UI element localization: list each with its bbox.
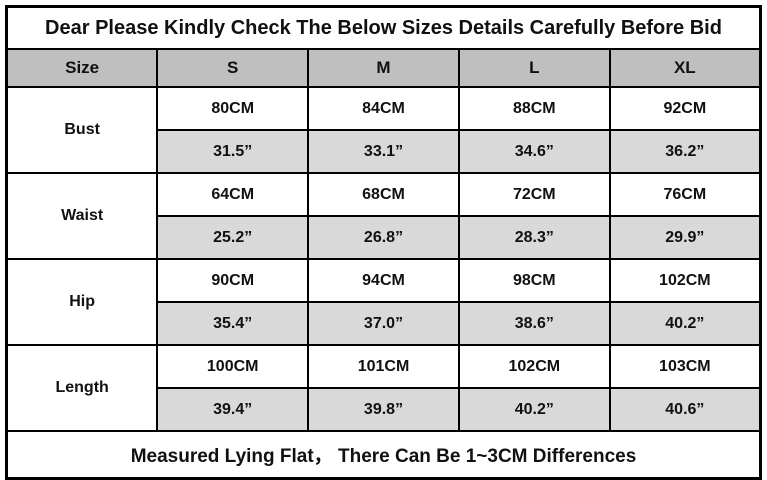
col-header-s: S <box>156 48 310 88</box>
waist-inch-row: 25.2” 26.8” 28.3” 29.9” <box>7 215 762 260</box>
length-inch-l: 40.2” <box>457 387 611 432</box>
length-cm-l: 102CM <box>457 344 611 389</box>
waist-cm-l: 72CM <box>457 172 611 217</box>
bust-cm-xl: 92CM <box>608 86 762 131</box>
measurement-label-waist: Waist <box>5 172 159 260</box>
waist-inch-xl: 29.9” <box>608 215 762 260</box>
length-cm-xl: 103CM <box>608 344 762 389</box>
measurement-label-bust: Bust <box>5 86 159 174</box>
col-header-l: L <box>457 48 611 88</box>
bust-inch-row: 31.5” 33.1” 34.6” 36.2” <box>7 129 762 174</box>
header-row: Size S M L XL <box>5 48 762 88</box>
col-header-xl: XL <box>608 48 762 88</box>
hip-inch-m: 37.0” <box>307 301 460 346</box>
title-row: Dear Please Kindly Check The Below Sizes… <box>5 5 762 50</box>
hip-inch-l: 38.6” <box>457 301 611 346</box>
bust-cm-l: 88CM <box>457 86 611 131</box>
waist-cm-xl: 76CM <box>608 172 762 217</box>
length-inch-row: 39.4” 39.8” 40.2” 40.6” <box>7 387 762 432</box>
col-header-m: M <box>307 48 460 88</box>
bust-inch-s: 31.5” <box>156 129 310 174</box>
size-chart-table: Dear Please Kindly Check The Below Sizes… <box>5 5 762 480</box>
hip-inch-xl: 40.2” <box>608 301 762 346</box>
bust-inch-m: 33.1” <box>307 129 460 174</box>
hip-cm-l: 98CM <box>457 258 611 303</box>
waist-inch-l: 28.3” <box>457 215 611 260</box>
length-inch-s: 39.4” <box>156 387 310 432</box>
waist-cm-m: 68CM <box>307 172 460 217</box>
hip-cm-xl: 102CM <box>608 258 762 303</box>
waist-inch-s: 25.2” <box>156 215 310 260</box>
hip-inch-row: 35.4” 37.0” 38.6” 40.2” <box>7 301 762 346</box>
length-inch-m: 39.8” <box>307 387 460 432</box>
hip-cm-s: 90CM <box>156 258 310 303</box>
footer-note: Measured Lying Flat， There Can Be 1~3CM … <box>5 430 762 480</box>
measurement-label-length: Length <box>5 344 159 432</box>
hip-inch-s: 35.4” <box>156 301 310 346</box>
bust-inch-xl: 36.2” <box>608 129 762 174</box>
bust-inch-l: 34.6” <box>457 129 611 174</box>
col-header-size: Size <box>5 48 159 88</box>
measurement-label-hip: Hip <box>5 258 159 346</box>
length-inch-xl: 40.6” <box>608 387 762 432</box>
hip-cm-row: Hip 90CM 94CM 98CM 102CM <box>5 258 762 346</box>
bust-cm-m: 84CM <box>307 86 460 131</box>
length-cm-row: Length 100CM 101CM 102CM 103CM <box>5 344 762 432</box>
waist-inch-m: 26.8” <box>307 215 460 260</box>
length-cm-s: 100CM <box>156 344 310 389</box>
footer-row: Measured Lying Flat， There Can Be 1~3CM … <box>5 430 762 480</box>
bust-cm-row: Bust 80CM 84CM 88CM 92CM <box>5 86 762 174</box>
bust-cm-s: 80CM <box>156 86 310 131</box>
hip-cm-m: 94CM <box>307 258 460 303</box>
waist-cm-s: 64CM <box>156 172 310 217</box>
length-cm-m: 101CM <box>307 344 460 389</box>
table-title: Dear Please Kindly Check The Below Sizes… <box>5 5 762 50</box>
waist-cm-row: Waist 64CM 68CM 72CM 76CM <box>5 172 762 260</box>
